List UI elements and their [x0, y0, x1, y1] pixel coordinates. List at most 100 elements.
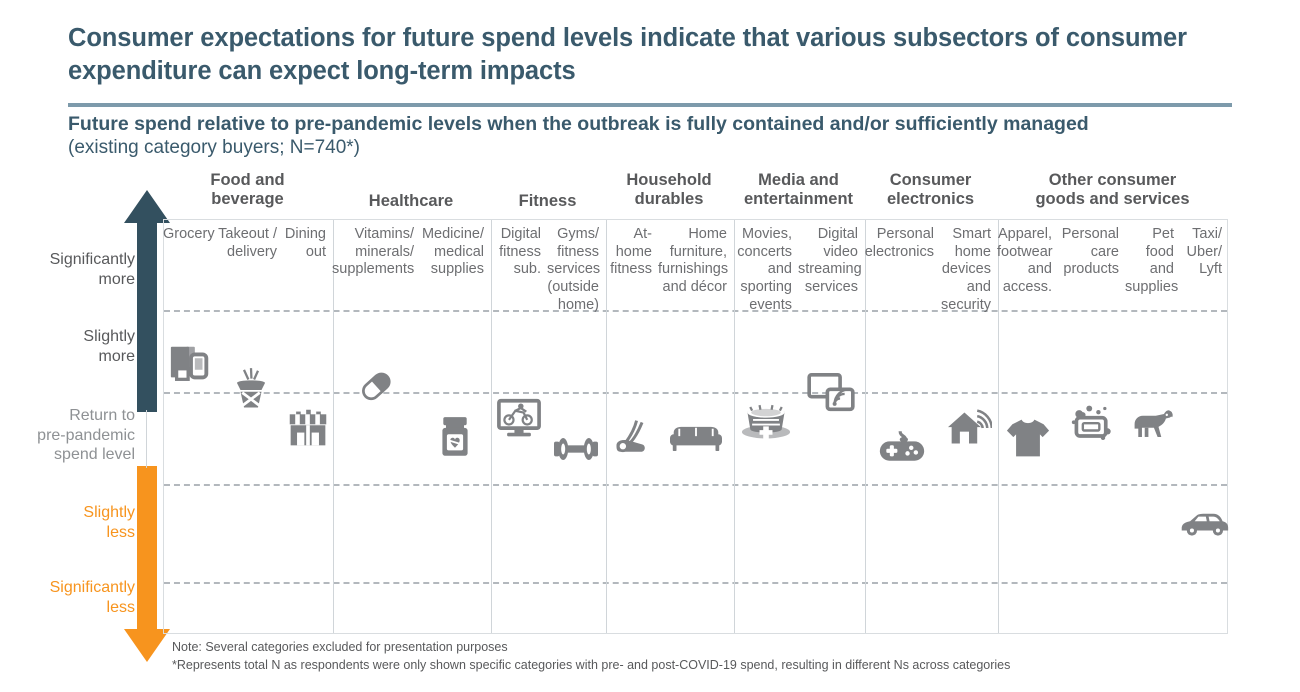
group-title-food-and-beverage: Food and beverage [163, 171, 332, 210]
column-label-line: streaming [798, 261, 862, 278]
column-label-movies-concerts-sporting: Movies, concerts and sporting events [733, 226, 792, 314]
column-label-dining-out: Dining out [283, 226, 326, 261]
spend-level-chart [163, 219, 1228, 634]
column-label-medicine-medical-supplies: Medicine/medical supplies [420, 226, 484, 279]
column-label-line: and [966, 279, 991, 296]
column-label-line: food [1145, 243, 1174, 260]
less-spend-arrow [124, 466, 170, 662]
column-label-line: At- [633, 226, 652, 242]
column-label-grocery: Grocery [163, 226, 215, 244]
group-title-line: Food and [210, 171, 285, 189]
axis-label-significantly-more: Significantly more [10, 250, 135, 289]
medicine-bottle-icon [427, 410, 483, 462]
column-label-line: Grocery [163, 226, 215, 242]
column-label-line: care [1090, 243, 1119, 260]
gridline-4 [164, 582, 1227, 584]
column-label-line: supplies [430, 261, 484, 278]
sofa-icon [668, 412, 724, 464]
column-label-line: devices [941, 261, 991, 278]
group-title-line: beverage [211, 190, 284, 209]
header-divider-rule [68, 103, 1232, 107]
group-title-fitness: Fitness [490, 192, 605, 211]
group-title-other-consumer-goods-and-services: Other consumer goods and services [997, 171, 1228, 210]
group-title-line: Other consumer [1048, 171, 1177, 189]
axis-label-line: less [106, 598, 135, 616]
column-label-pet-food-supplies: Pet food and supplies [1125, 226, 1178, 297]
column-label-line: Digital [817, 226, 858, 242]
group-separator-consumer-electronics [865, 220, 866, 633]
column-label-line: Pet [1152, 226, 1174, 242]
column-label-line: sub. [513, 261, 541, 278]
column-label-line: Taxi/ [1192, 226, 1222, 242]
game-controller-icon [874, 420, 930, 472]
pill-capsule-icon [348, 360, 404, 412]
group-title-line: Fitness [518, 192, 577, 210]
column-label-line: (outside [547, 279, 599, 296]
group-title-line: electronics [886, 190, 975, 209]
smart-home-icon [941, 402, 997, 454]
chart-subtitle-line1: Future spend relative to pre-pandemic le… [68, 113, 1089, 135]
column-label-personal-electronics: Personal electronics [864, 226, 934, 261]
group-title-line: entertainment [743, 190, 854, 209]
more-spend-arrow [124, 190, 170, 412]
axis-label-slightly-less: Slightly less [10, 503, 135, 542]
group-title-consumer-electronics: Consumer electronics [864, 171, 997, 210]
screen-cast-icon [803, 367, 859, 419]
column-label-line: services [804, 279, 858, 296]
column-label-line: medical [434, 243, 484, 260]
column-label-vitamins-minerals-supplements: Vitamins/minerals/supplements [332, 226, 414, 279]
footnote: Note: Several categories excluded for pr… [172, 638, 1172, 674]
column-label-line: fitness [557, 243, 599, 260]
axis-label-slightly-more: Slightly more [10, 327, 135, 366]
gridline-1 [164, 310, 1227, 312]
column-label-line: Dining [284, 226, 326, 242]
column-label-at-home-fitness: At-home fitness [605, 226, 652, 279]
column-label-line: fitness [499, 243, 541, 260]
column-label-line: access. [1002, 279, 1052, 296]
column-label-line: furnishings [658, 261, 729, 278]
grocery-bag-icon [163, 338, 219, 390]
column-label-line: Medicine/ [421, 226, 484, 242]
group-separator-media-and-entertainment [734, 220, 735, 633]
takeout-box-icon [223, 364, 279, 416]
column-label-line: electronics [864, 243, 934, 260]
group-separator-other-consumer-goods-and-services [998, 220, 999, 633]
footnote-line2: *Represents total N as respondents were … [172, 658, 1011, 673]
column-label-line: Smart [952, 226, 991, 242]
axis-label-line: spend level [54, 446, 135, 464]
elliptical-trainer-icon [604, 412, 660, 464]
axis-label-line: more [98, 347, 135, 365]
column-label-line: and [1149, 261, 1174, 278]
group-title-media-and-entertainment: Media and entertainment [733, 171, 864, 210]
column-label-gyms-fitness-services: Gyms/fitness services (outside home) [547, 226, 600, 314]
column-label-line: Personal [876, 226, 934, 242]
column-label-apparel-footwear: Apparel, footwear and access. [997, 226, 1053, 297]
page-title: Consumer expectations for future spend l… [68, 24, 1187, 85]
column-label-line: Apparel, [997, 226, 1052, 242]
column-label-line: minerals/ [355, 243, 414, 260]
restaurant-icon [280, 402, 336, 454]
axis-label-line: Slightly [83, 328, 135, 345]
column-label-taxi-uber-lyft: Taxi/Uber/Lyft [1180, 226, 1222, 279]
column-label-line: Lyft [1199, 261, 1222, 278]
gridline-2 [164, 392, 1227, 394]
column-label-takeout-delivery: Takeout / delivery [218, 226, 277, 261]
chart-subtitle-line2: (existing category buyers; N=740*) [68, 137, 361, 159]
axis-label-significantly-less: Significantly less [10, 578, 135, 617]
column-label-digital-fitness-sub: Digital fitness sub. [490, 226, 541, 279]
column-label-line: Gyms/ [557, 226, 599, 242]
tshirt-icon [1000, 412, 1056, 464]
group-title-line: Consumer [889, 171, 972, 189]
digital-fitness-monitor-icon [491, 393, 547, 445]
column-label-line: Home [688, 226, 727, 242]
chart-subtitle: Future spend relative to pre-pandemic le… [68, 112, 1243, 160]
group-separator-fitness [491, 220, 492, 633]
column-label-line: fitness [610, 261, 652, 278]
column-label-personal-care-products: Personal care products [1058, 226, 1119, 279]
group-title-healthcare: Healthcare [332, 192, 490, 211]
column-label-line: home [615, 243, 652, 260]
column-label-line: and [1027, 261, 1052, 278]
column-label-line: supplements [332, 261, 415, 278]
stadium-icon [738, 393, 794, 445]
axis-label-line: Slightly [83, 504, 135, 521]
